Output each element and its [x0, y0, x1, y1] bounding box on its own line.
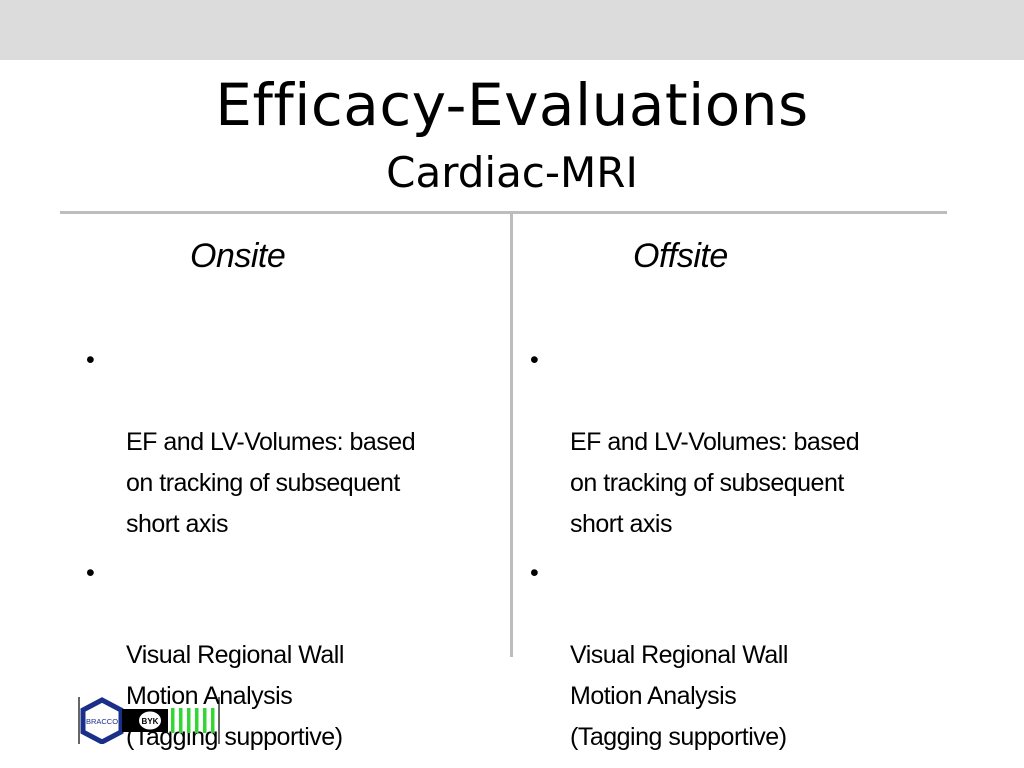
horizontal-divider: [60, 211, 947, 214]
green-stripe: [171, 708, 175, 733]
green-stripe: [187, 708, 191, 733]
bracco-hexagon-icon: [80, 697, 124, 744]
bracco-byk-logo: BRACCO BYK: [78, 697, 220, 744]
bullet-glyph: •: [530, 346, 539, 374]
vertical-divider: [510, 214, 513, 657]
bullet-text: Visual Regional Wall Motion Analysis (Ta…: [570, 641, 788, 751]
bracco-logo-text: BRACCO: [86, 717, 118, 726]
bullet-glyph: •: [86, 346, 95, 374]
top-band: [0, 0, 1024, 60]
green-stripe: [179, 708, 183, 733]
slide-subtitle: Cardiac-MRI: [386, 148, 638, 197]
bullet-item: • EF and LV-Volumes: based on tracking o…: [86, 340, 486, 545]
onsite-bullet-list: • EF and LV-Volumes: based on tracking o…: [86, 340, 486, 766]
green-stripe: [203, 708, 207, 733]
green-stripe: [195, 708, 199, 733]
column-heading-offsite: Offsite: [633, 237, 728, 275]
bullet-text: EF and LV-Volumes: based on tracking of …: [570, 428, 860, 538]
green-stripe: [211, 708, 215, 733]
bullet-item: • Visual Regional Wall Motion Analysis (…: [86, 553, 486, 758]
bullet-glyph: •: [86, 559, 95, 587]
bullet-text: EF and LV-Volumes: based on tracking of …: [126, 428, 416, 538]
column-heading-onsite: Onsite: [190, 237, 286, 275]
bullet-text: Visual Regional Wall Motion Analysis (Ta…: [126, 641, 344, 751]
bullet-glyph: •: [530, 559, 539, 587]
byk-logo-text: BYK: [142, 717, 159, 726]
slide-title: Efficacy-Evaluations: [215, 71, 809, 139]
bullet-item: • Visual Regional Wall Motion Analysis (…: [530, 553, 930, 758]
bullet-item: • EF and LV-Volumes: based on tracking o…: [530, 340, 930, 545]
offsite-bullet-list: • EF and LV-Volumes: based on tracking o…: [530, 340, 930, 766]
